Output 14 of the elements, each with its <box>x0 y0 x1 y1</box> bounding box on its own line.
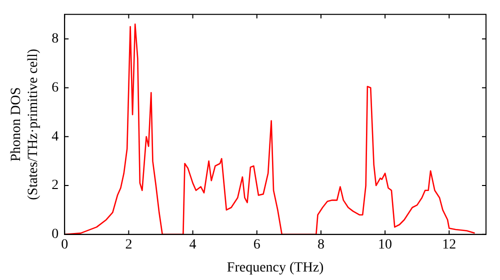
x-tick-label: 4 <box>189 237 196 252</box>
y-tick-label: 0 <box>52 227 59 242</box>
y-tick-label: 4 <box>52 129 59 144</box>
y-tick-label: 8 <box>52 32 59 47</box>
y-axis-title: Phonon DOS (States/THz·primitive cell) <box>9 48 41 200</box>
x-tick-label: 12 <box>442 237 456 252</box>
x-tick-label: 2 <box>125 237 132 252</box>
x-tick-label: 8 <box>317 237 324 252</box>
y-tick-label: 2 <box>52 178 59 194</box>
x-tick-label: 0 <box>61 237 68 252</box>
x-tick-label: 10 <box>378 237 392 252</box>
y-tick-label: 6 <box>52 80 59 96</box>
x-axis-title: Frequency (THz) <box>226 260 324 276</box>
x-tick-label: 6 <box>253 237 260 252</box>
